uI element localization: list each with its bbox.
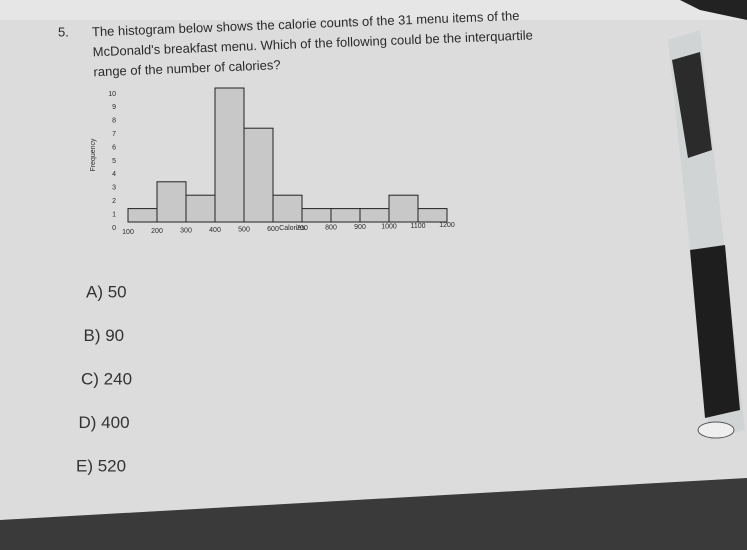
x-tick-label: 100 [122,229,134,236]
option: B) 90 [84,326,125,345]
x-tick-label: 200 [151,228,163,235]
histogram: Frequency Calories 0 1 2 3 4 5 6 7 8 9 10 100 200 300… [90,87,455,236]
bar [185,194,216,223]
y-tick-label: 0 [112,225,116,232]
bar [301,208,332,223]
x-tick-label: 300 [180,228,192,235]
bar [156,181,187,223]
question-number: 5. [58,24,69,39]
y-tick-label: 3 [112,185,116,192]
bar [243,127,274,223]
x-tick-label: 800 [325,225,337,232]
paper-top [0,0,747,20]
y-tick-label: 8 [112,118,116,125]
option: A) 50 [86,282,127,301]
x-tick-label: 1000 [381,223,397,230]
y-tick-label: 1 [112,211,116,218]
question-line: range of the number of calories? [93,57,281,79]
y-tick-label: 5 [112,158,116,165]
x-tick-label: 1100 [410,223,425,230]
option: E) 520 [76,456,126,475]
y-tick-label: 2 [112,198,116,205]
y-tick-label: 4 [112,171,116,178]
y-tick-label: 9 [112,104,116,111]
bar [272,194,303,223]
x-tick-label: 1200 [439,222,455,229]
option: C) 240 [81,369,132,388]
bar [388,194,419,223]
option: D) 400 [79,413,130,432]
desk [0,478,747,550]
options: A) 50 B) 90 C) 240 D) 400 E) 520 [76,282,132,475]
x-tick-label: 600 [267,226,279,233]
pen [668,30,745,440]
edge-shadow [680,0,747,20]
bar [127,208,158,223]
x-tick-label: 700 [296,225,308,232]
bar [330,208,361,223]
x-tick-label: 900 [354,224,366,231]
x-tick-label: 400 [209,227,221,234]
pen-grip [672,52,712,158]
y-axis-label: Frequency [90,138,97,172]
bar [417,208,448,223]
y-tick-label: 6 [112,144,116,151]
x-tick-label: 500 [238,226,250,233]
x-axis-label: Calories [279,225,305,232]
y-tick-label: 7 [112,131,116,138]
pen-cap [697,421,735,439]
bar [359,208,390,223]
bar [214,87,245,223]
y-tick-label: 10 [108,91,116,98]
pen-barrel [690,245,740,418]
